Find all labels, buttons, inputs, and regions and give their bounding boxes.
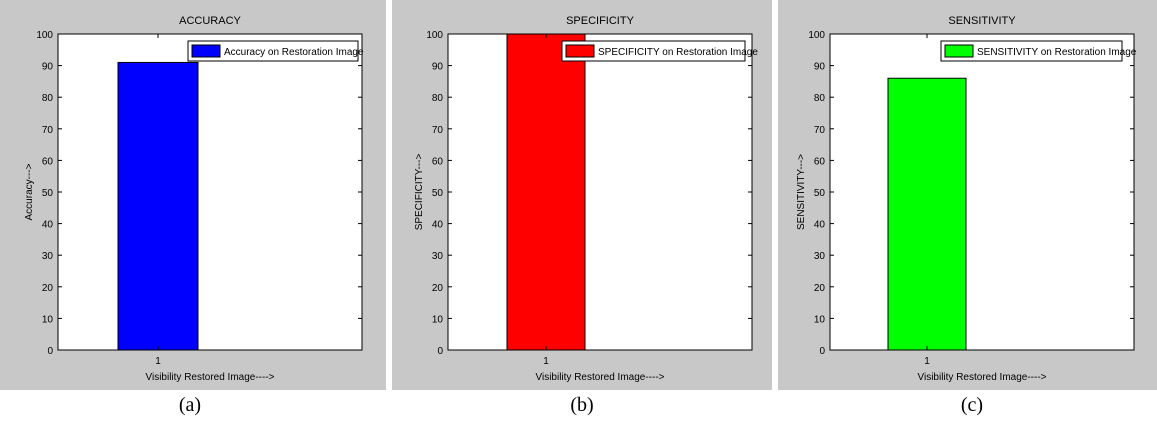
y-tick-label: 0 xyxy=(437,346,443,357)
x-tick-label: 1 xyxy=(924,356,930,367)
y-tick-label: 20 xyxy=(42,283,54,294)
y-tick-label: 40 xyxy=(42,220,54,231)
y-tick-label: 80 xyxy=(432,93,444,104)
legend-swatch xyxy=(191,44,221,58)
caption-a: (a) xyxy=(178,394,202,416)
x-tick-label: 1 xyxy=(543,356,549,367)
x-axis-label: Visibility Restored Image----> xyxy=(145,372,274,383)
y-tick-label: 60 xyxy=(432,156,444,167)
legend-swatch xyxy=(944,44,974,58)
plot-area xyxy=(830,34,1134,350)
y-tick-label: 50 xyxy=(42,188,54,199)
chart-panel-specificity: 0 10 20 30 40 50 60 70 80 90 100 1 SPECIFICITY Visibi… xyxy=(392,0,772,390)
y-tick-label: 80 xyxy=(42,93,54,104)
legend-box xyxy=(561,40,746,62)
legend-box xyxy=(940,40,1123,62)
specificity-chart: 0 10 20 30 40 50 60 70 80 90 100 1 SPECIFICITY Visibi… xyxy=(414,15,758,383)
y-tick-label: 70 xyxy=(814,125,826,136)
y-tick-label: 30 xyxy=(42,251,54,262)
caption-b: (b) xyxy=(570,394,594,416)
y-tick-label: 10 xyxy=(432,314,444,325)
y-tick-label: 100 xyxy=(808,30,825,41)
legend-label: SENSITIVITY on Restoration Image xyxy=(977,47,1137,58)
y-tick-label: 10 xyxy=(814,314,826,325)
y-tick-label: 100 xyxy=(426,30,443,41)
y-tick-label: 60 xyxy=(42,156,54,167)
y-tick-label: 0 xyxy=(819,346,825,357)
y-tick-label: 60 xyxy=(814,156,826,167)
y-tick-label: 0 xyxy=(47,346,53,357)
bar xyxy=(887,77,967,351)
y-tick-label: 70 xyxy=(432,125,444,136)
y-tick-label: 50 xyxy=(432,188,444,199)
bar xyxy=(506,33,586,351)
y-tick-label: 20 xyxy=(432,283,444,294)
x-axis-label: Visibility Restored Image----> xyxy=(535,372,664,383)
plot-area xyxy=(448,34,752,350)
x-axis-label: Visibility Restored Image----> xyxy=(917,372,1046,383)
y-tick-label: 90 xyxy=(814,62,826,73)
plot-area xyxy=(58,34,362,350)
legend-label: Accuracy on Restoration Image xyxy=(224,47,364,58)
legend-box xyxy=(187,40,359,62)
chart-title: SENSITIVITY xyxy=(948,15,1016,27)
chart-panel-sensitivity: 0 10 20 30 40 50 60 70 80 90 100 1 SENSITIVITY Visibi… xyxy=(778,0,1157,390)
caption-c: (c) xyxy=(960,394,984,416)
y-tick-label: 40 xyxy=(814,220,826,231)
y-tick-label: 10 xyxy=(42,314,54,325)
y-tick-label: 90 xyxy=(42,62,54,73)
y-tick-label: 70 xyxy=(42,125,54,136)
bar xyxy=(117,61,199,351)
y-tick-label: 50 xyxy=(814,188,826,199)
y-tick-label: 20 xyxy=(814,283,826,294)
y-tick-label: 30 xyxy=(432,251,444,262)
legend: SENSITIVITY on Restoration Image xyxy=(940,40,1137,62)
accuracy-chart: 0 10 20 30 40 50 60 70 80 90 100 1 ACCURACY Visibilit… xyxy=(24,15,364,383)
legend: SPECIFICITY on Restoration Image xyxy=(561,40,758,62)
y-tick-label: 90 xyxy=(432,62,444,73)
x-tick-label: 1 xyxy=(155,356,161,367)
y-tick-label: 30 xyxy=(814,251,826,262)
y-axis-label: Accuracy---> xyxy=(24,163,35,220)
legend-label: SPECIFICITY on Restoration Image xyxy=(598,47,758,58)
y-tick-label: 80 xyxy=(814,93,826,104)
chart-title: SPECIFICITY xyxy=(566,15,635,27)
legend-swatch xyxy=(565,44,595,58)
y-axis-label: SENSITIVITY---> xyxy=(796,154,807,230)
y-axis-label: SPECIFICITY---> xyxy=(414,154,425,231)
sensitivity-chart: 0 10 20 30 40 50 60 70 80 90 100 1 SENSITIVITY Visibi… xyxy=(796,15,1137,383)
y-tick-label: 40 xyxy=(432,220,444,231)
chart-title: ACCURACY xyxy=(179,15,241,27)
chart-panel-accuracy: 0 10 20 30 40 50 60 70 80 90 100 1 ACCURACY Visibilit… xyxy=(0,0,386,390)
legend: Accuracy on Restoration Image xyxy=(187,40,364,62)
y-tick-label: 100 xyxy=(36,30,53,41)
